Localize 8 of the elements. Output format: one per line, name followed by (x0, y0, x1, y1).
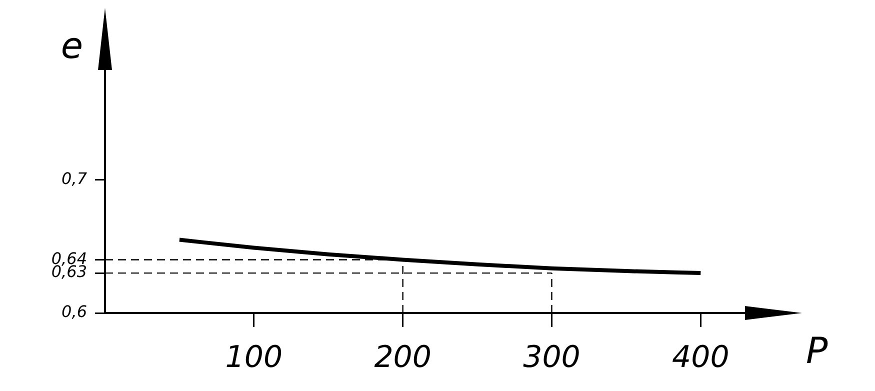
y-tick-label: 0,6 (62, 302, 87, 322)
x-axis-title: P (806, 331, 828, 372)
y-axis-title: e (60, 26, 83, 67)
x-tick-label: 200 (374, 340, 432, 375)
y-tick-label: 0,7 (62, 168, 88, 188)
x-tick-label: 100 (225, 340, 283, 375)
x-tick-label: 400 (672, 340, 730, 375)
x-tick-label: 300 (523, 340, 580, 375)
